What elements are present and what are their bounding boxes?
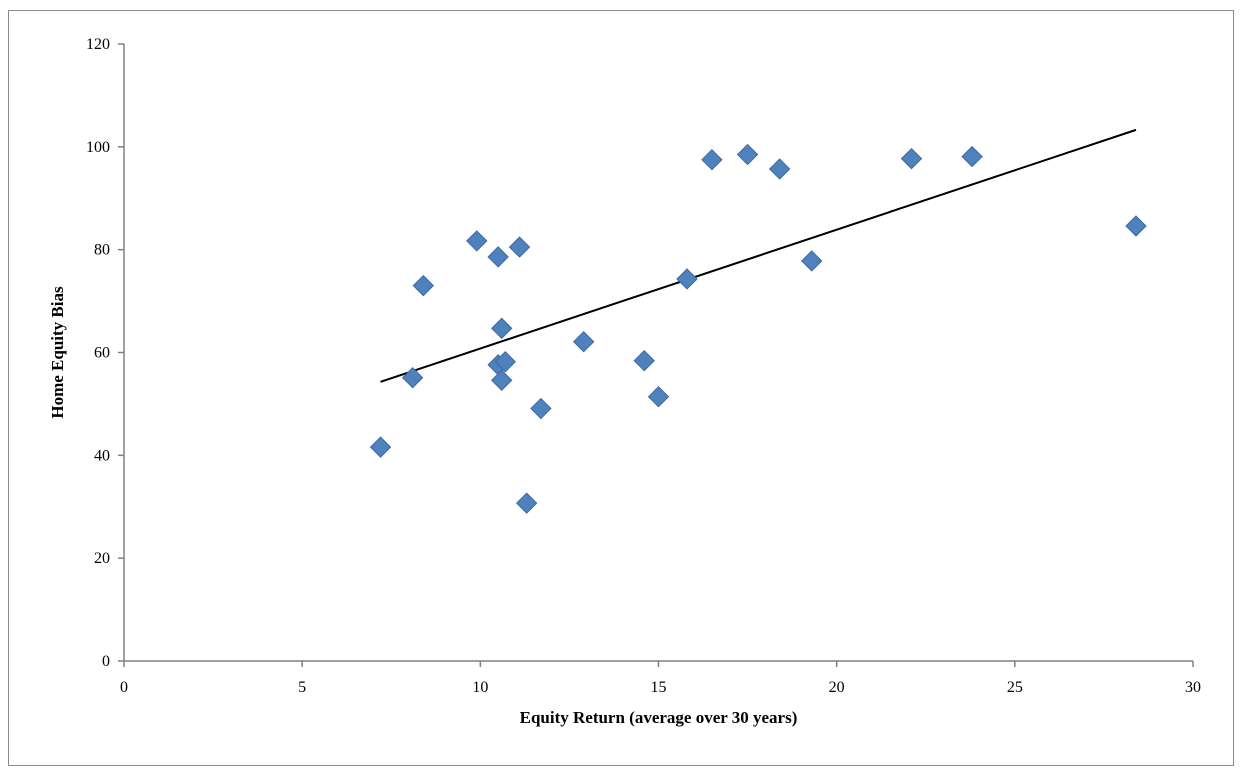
trendline [380,128,1137,383]
data-point [801,250,823,272]
data-point [515,492,538,514]
data-point [508,236,531,258]
data-point [572,330,595,353]
data-point [647,386,670,408]
data-point [676,268,698,290]
data-points [369,143,1147,514]
data-point [1125,215,1147,237]
axes [123,44,1193,662]
y-tick-label: 20 [94,550,110,567]
trendline-group [380,128,1137,383]
y-tick-label: 100 [86,139,110,156]
data-point [900,147,923,170]
data-point [736,143,759,166]
x-tick-label: 20 [829,679,845,696]
data-point [487,246,509,268]
data-point [768,158,791,180]
data-point [491,369,513,391]
data-point [491,317,513,340]
ticks: 0 20 40 60 80 100 120 0 5 10 15 20 25 30 [86,36,1201,696]
y-tick-label: 0 [102,653,110,670]
data-point [961,145,983,168]
data-point [701,148,723,171]
x-tick-label: 5 [298,679,306,696]
data-point [401,366,424,389]
data-point [633,350,655,372]
x-tick-label: 10 [472,679,488,696]
data-point [530,397,552,420]
y-axis-title: Home Equity Bias [48,286,67,419]
data-point [412,274,435,297]
y-tick-label: 120 [86,36,110,53]
x-tick-label: 30 [1185,679,1201,696]
data-point [494,351,516,373]
y-tick-label: 40 [94,447,110,464]
y-tick-label: 60 [94,345,110,362]
data-point [369,436,392,458]
chart-area [8,10,1234,766]
x-tick-label: 0 [120,679,128,696]
x-axis-title: Equity Return (average over 30 years) [520,708,798,727]
x-tick-label: 15 [651,679,667,696]
data-point [466,230,488,252]
x-tick-label: 25 [1007,679,1023,696]
y-tick-label: 80 [94,242,110,259]
